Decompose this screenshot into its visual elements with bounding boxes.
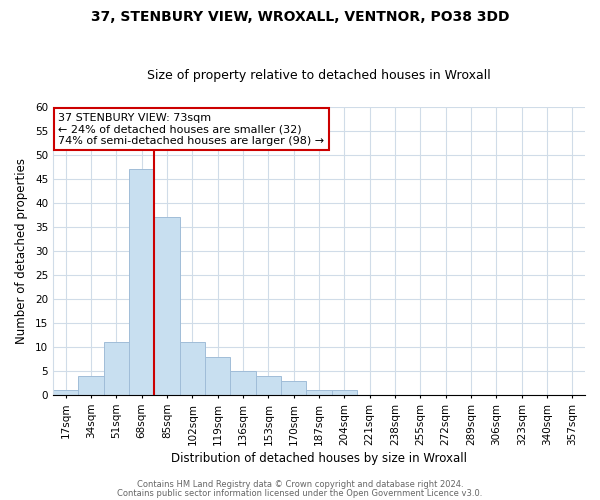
Bar <box>281 381 307 396</box>
Bar <box>154 218 180 396</box>
Text: 37, STENBURY VIEW, WROXALL, VENTNOR, PO38 3DD: 37, STENBURY VIEW, WROXALL, VENTNOR, PO3… <box>91 10 509 24</box>
Text: Contains public sector information licensed under the Open Government Licence v3: Contains public sector information licen… <box>118 488 482 498</box>
Bar <box>256 376 281 396</box>
Bar <box>104 342 129 396</box>
Title: Size of property relative to detached houses in Wroxall: Size of property relative to detached ho… <box>147 69 491 82</box>
Y-axis label: Number of detached properties: Number of detached properties <box>15 158 28 344</box>
Text: Contains HM Land Registry data © Crown copyright and database right 2024.: Contains HM Land Registry data © Crown c… <box>137 480 463 489</box>
Bar <box>53 390 79 396</box>
Bar <box>332 390 357 396</box>
Bar <box>230 371 256 396</box>
Bar <box>129 170 154 396</box>
Bar <box>180 342 205 396</box>
Bar <box>205 357 230 396</box>
Bar <box>307 390 332 396</box>
X-axis label: Distribution of detached houses by size in Wroxall: Distribution of detached houses by size … <box>171 452 467 465</box>
Text: 37 STENBURY VIEW: 73sqm
← 24% of detached houses are smaller (32)
74% of semi-de: 37 STENBURY VIEW: 73sqm ← 24% of detache… <box>58 112 325 146</box>
Bar <box>79 376 104 396</box>
